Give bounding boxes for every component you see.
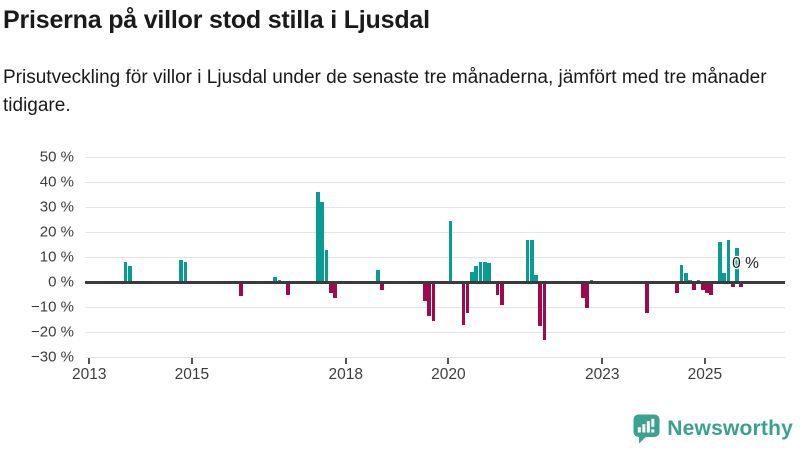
bar-negative [328,282,333,294]
bar-positive [273,277,278,282]
bar-negative [423,282,427,301]
bar-negative [465,282,470,314]
bar-negative [675,282,679,294]
bar-negative [239,282,243,296]
bar-negative [709,282,714,295]
bar-positive [183,262,188,282]
bar-positive [320,202,325,282]
x-axis-tick [344,358,347,364]
bar-negative [692,282,697,290]
zero-line [85,280,785,284]
bar-negative [333,282,337,299]
bar-positive [718,242,722,282]
gridline [85,232,785,233]
y-axis-label: −30 % [31,348,74,366]
bar-positive [683,273,688,282]
gridline [85,157,785,158]
bar-positive [448,220,453,282]
y-axis-label: 20 % [39,223,74,241]
gridline [85,182,785,183]
bar-positive [726,239,731,282]
x-axis-label: 2025 [687,366,723,383]
bar-negative [739,282,744,287]
bar-negative [705,282,709,294]
x-axis-label: 2015 [174,366,210,383]
x-axis-tick [703,358,706,364]
newsworthy-logo-text: Newsworthy [667,416,793,440]
x-axis-label: 2018 [328,366,364,383]
latest-value-label: 0 % [732,255,759,272]
chart-title: Priserna på villor stod stilla i Ljusdal [3,6,430,34]
bar-chart-bubble-icon [633,414,660,444]
bar-chart: 0 % 50 % 40 % 30 % 20 % 10 % 0 % −10 % −20 % −30… [31,148,785,383]
y-axis-label: −10 % [31,298,74,316]
bar-positive [316,192,320,282]
bar-positive [529,239,534,282]
y-axis-label: 10 % [39,248,74,266]
bar-negative [431,282,436,321]
bar-negative [700,282,705,290]
bar-negative [380,282,384,290]
bar-positive [179,259,184,282]
y-axis-label: 50 % [39,148,74,166]
y-axis-label: 40 % [39,173,74,191]
bar-negative [581,282,585,299]
x-axis-tick [88,358,91,364]
bar-positive [123,262,128,282]
x-axis-tick [190,358,193,364]
bar-negative [461,282,466,325]
bar-negative [645,282,650,314]
x-axis-tick [601,358,604,364]
bar-positive [525,239,530,282]
bar-negative [286,282,290,295]
bar-positive [474,265,479,282]
x-axis-label: 2023 [585,366,620,383]
bar-positive [482,262,487,282]
y-axis-label: 30 % [39,198,74,216]
bar-negative [427,282,431,316]
bar-negative [585,282,590,309]
gridline [85,332,785,333]
bar-negative [542,282,547,340]
bar-positive [324,249,329,282]
gridline [85,357,785,358]
bar-positive [478,262,483,282]
newsworthy-logo: Newsworthy [631,413,793,444]
x-axis-label: 2020 [431,366,466,383]
y-axis-label: 0 % [48,273,74,291]
gridline [85,257,785,258]
bar-positive [735,248,739,282]
bar-negative [538,282,543,326]
bar-positive [487,263,491,282]
bar-positive [722,273,726,282]
bar-positive [128,265,132,282]
x-axis-label: 2013 [72,366,107,383]
bar-negative [730,282,735,287]
y-axis-label: −20 % [31,323,74,341]
bar-positive [534,274,538,282]
x-axis-tick [447,358,450,364]
bar-negative [499,282,504,305]
bar-negative [495,282,500,295]
bar-positive [376,269,380,282]
chart-subtitle: Prisutveckling för villor i Ljusdal unde… [3,67,767,116]
bar-positive [470,272,474,282]
bar-positive [679,264,684,282]
gridline [85,207,785,208]
